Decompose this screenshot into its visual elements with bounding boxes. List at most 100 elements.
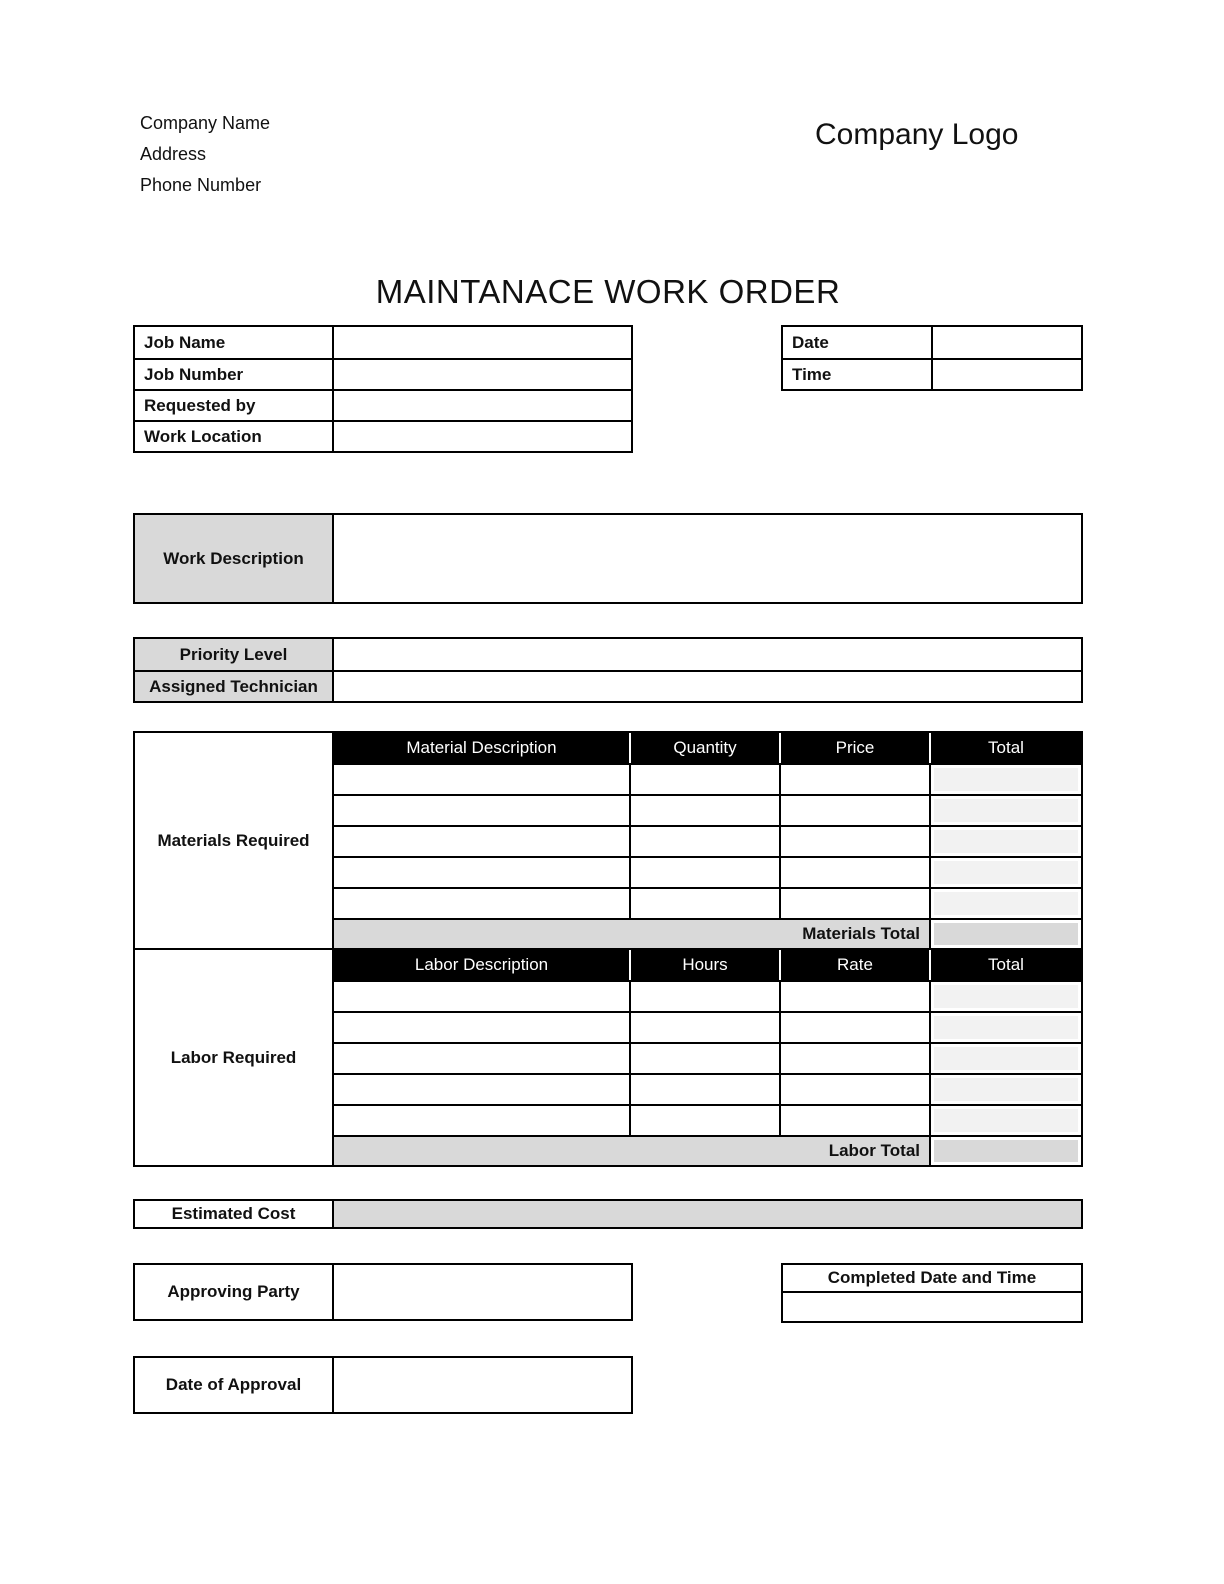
table-row: Assigned Technician bbox=[135, 670, 1081, 701]
labor-row bbox=[334, 1104, 1081, 1135]
priority-level-input[interactable] bbox=[334, 639, 1081, 670]
material-quantity-cell[interactable] bbox=[629, 765, 779, 794]
labor-rate-cell[interactable] bbox=[779, 1044, 929, 1073]
labor-rate-cell[interactable] bbox=[779, 1013, 929, 1042]
material-quantity-cell[interactable] bbox=[629, 889, 779, 918]
estimated-cost-row: Estimated Cost bbox=[133, 1199, 1083, 1229]
material-price-cell[interactable] bbox=[779, 765, 929, 794]
material-total-cell[interactable] bbox=[929, 796, 1081, 825]
job-info-table: Job Name Job Number Requested by Work Lo… bbox=[133, 325, 633, 453]
work-location-input[interactable] bbox=[334, 422, 631, 451]
labor-description-cell[interactable] bbox=[334, 1075, 629, 1104]
material-quantity-cell[interactable] bbox=[629, 827, 779, 856]
material-total-cell[interactable] bbox=[929, 889, 1081, 918]
material-row bbox=[334, 763, 1081, 794]
datetime-table: Date Time bbox=[781, 325, 1083, 391]
page-title: MAINTANACE WORK ORDER bbox=[375, 273, 841, 310]
labor-section: Labor Required Labor Description Hours R… bbox=[135, 948, 1081, 1165]
materials-header-row: Material Description Quantity Price Tota… bbox=[334, 733, 1081, 763]
priority-table: Priority Level Assigned Technician bbox=[133, 637, 1083, 703]
labor-hours-cell[interactable] bbox=[629, 1075, 779, 1104]
labor-description-cell[interactable] bbox=[334, 1013, 629, 1042]
material-description-cell[interactable] bbox=[334, 858, 629, 887]
rate-header: Rate bbox=[779, 950, 929, 980]
work-description-label: Work Description bbox=[135, 515, 334, 602]
labor-total-cell[interactable] bbox=[929, 1013, 1081, 1042]
labor-rate-cell[interactable] bbox=[779, 1106, 929, 1135]
labor-total-cell[interactable] bbox=[929, 1044, 1081, 1073]
assigned-technician-input[interactable] bbox=[334, 672, 1081, 701]
priority-level-label: Priority Level bbox=[135, 639, 334, 670]
work-description-input[interactable] bbox=[334, 515, 1081, 602]
approving-party-table: Approving Party bbox=[133, 1263, 633, 1321]
material-price-cell[interactable] bbox=[779, 827, 929, 856]
table-row: Date of Approval bbox=[135, 1358, 631, 1412]
material-row bbox=[334, 856, 1081, 887]
table-row: Priority Level bbox=[135, 639, 1081, 670]
material-total-cell[interactable] bbox=[929, 827, 1081, 856]
total-header: Total bbox=[929, 950, 1081, 980]
table-row: Work Location bbox=[135, 420, 631, 451]
labor-total-cell[interactable] bbox=[929, 1106, 1081, 1135]
material-description-cell[interactable] bbox=[334, 796, 629, 825]
labor-total-cell[interactable] bbox=[929, 1075, 1081, 1104]
job-number-input[interactable] bbox=[334, 360, 631, 389]
materials-total-value[interactable] bbox=[929, 920, 1081, 948]
table-row: Job Number bbox=[135, 358, 631, 389]
labor-description-cell[interactable] bbox=[334, 982, 629, 1011]
company-info: Company Name Address Phone Number bbox=[140, 108, 270, 201]
materials-total-row: Materials Total bbox=[334, 918, 1081, 948]
labor-total-cell[interactable] bbox=[929, 982, 1081, 1011]
labor-row bbox=[334, 1011, 1081, 1042]
material-price-cell[interactable] bbox=[779, 796, 929, 825]
material-total-cell[interactable] bbox=[929, 858, 1081, 887]
job-name-label: Job Name bbox=[135, 327, 334, 358]
material-row bbox=[334, 825, 1081, 856]
labor-section-label: Labor Required bbox=[135, 950, 334, 1165]
labor-rate-cell[interactable] bbox=[779, 982, 929, 1011]
job-number-label: Job Number bbox=[135, 360, 334, 389]
estimated-cost-input[interactable] bbox=[334, 1201, 1081, 1227]
table-row: Time bbox=[783, 358, 1081, 389]
requested-by-input[interactable] bbox=[334, 391, 631, 420]
company-address: Address bbox=[140, 144, 207, 164]
estimated-cost-label: Estimated Cost bbox=[135, 1201, 334, 1227]
labor-total-value[interactable] bbox=[929, 1137, 1081, 1165]
quantity-header: Quantity bbox=[629, 733, 779, 763]
date-input[interactable] bbox=[933, 327, 1081, 358]
completed-datetime-input[interactable] bbox=[783, 1293, 1081, 1321]
labor-description-cell[interactable] bbox=[334, 1106, 629, 1135]
material-total-cell[interactable] bbox=[929, 765, 1081, 794]
material-price-cell[interactable] bbox=[779, 858, 929, 887]
price-header: Price bbox=[779, 733, 929, 763]
labor-total-row: Labor Total bbox=[334, 1135, 1081, 1165]
material-description-cell[interactable] bbox=[334, 827, 629, 856]
labor-hours-cell[interactable] bbox=[629, 1106, 779, 1135]
material-description-cell[interactable] bbox=[334, 889, 629, 918]
date-of-approval-table: Date of Approval bbox=[133, 1356, 633, 1414]
materials-section-label: Materials Required bbox=[135, 733, 334, 948]
labor-hours-cell[interactable] bbox=[629, 982, 779, 1011]
labor-hours-cell[interactable] bbox=[629, 1044, 779, 1073]
labor-rate-cell[interactable] bbox=[779, 1075, 929, 1104]
approving-party-input[interactable] bbox=[334, 1265, 631, 1319]
material-row bbox=[334, 794, 1081, 825]
job-name-input[interactable] bbox=[334, 327, 631, 358]
table-row: Date bbox=[783, 327, 1081, 358]
company-phone: Phone Number bbox=[140, 175, 262, 195]
labor-hours-cell[interactable] bbox=[629, 1013, 779, 1042]
material-description-header: Material Description bbox=[406, 738, 557, 757]
material-price-cell[interactable] bbox=[779, 889, 929, 918]
labor-description-cell[interactable] bbox=[334, 1044, 629, 1073]
material-quantity-cell[interactable] bbox=[629, 796, 779, 825]
assigned-technician-label: Assigned Technician bbox=[135, 672, 334, 701]
total-header: Total bbox=[929, 733, 1081, 763]
material-description-cell[interactable] bbox=[334, 765, 629, 794]
requested-by-label: Requested by bbox=[135, 391, 334, 420]
table-row: Approving Party bbox=[135, 1265, 631, 1319]
material-quantity-cell[interactable] bbox=[629, 858, 779, 887]
time-input[interactable] bbox=[933, 360, 1081, 389]
date-label: Date bbox=[783, 327, 933, 358]
date-of-approval-input[interactable] bbox=[334, 1358, 631, 1412]
